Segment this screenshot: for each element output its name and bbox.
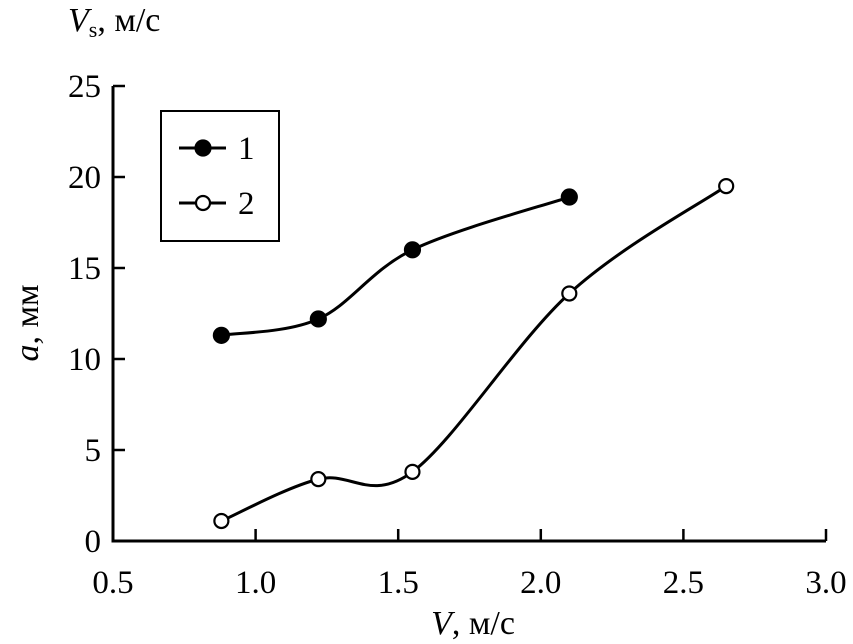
data-point [404,463,421,480]
x-axis-ticks: 0.5 1.0 1.5 2.0 2.5 3.0 [92,529,847,601]
y-tick-label: 5 [85,433,102,469]
x-tick-label: 2.0 [520,565,561,601]
series-1-line [221,195,570,337]
data-point [309,310,327,328]
top-axis-label-unit: , м/с [97,2,160,39]
data-point [310,471,327,488]
axes [111,86,826,543]
legend: 12 [160,110,280,242]
x-axis-label: V, м/с [431,605,515,642]
legend-label: 2 [238,186,255,222]
y-tick-label: 25 [68,69,101,105]
series-layer [212,178,735,530]
x-tick-label: 3.0 [805,565,846,601]
legend-box [160,110,280,242]
top-axis-label: Vs, м/с [68,2,160,42]
legend-marker [194,194,212,212]
y-axis-label: a, мм [9,284,46,361]
y-axis-label-var: a [9,345,46,362]
x-tick-label: 0.5 [92,565,133,601]
legend-label: 1 [238,131,255,167]
data-point [403,241,422,259]
y-tick-label: 10 [68,342,101,378]
x-tick-label: 2.5 [663,565,704,601]
legend-marker [194,139,212,157]
y-tick-label: 20 [68,160,101,196]
y-tick-label: 0 [85,524,102,560]
data-point [718,178,735,195]
y-axis-ticks: 0 5 10 15 20 25 [68,69,125,560]
top-axis-label-sub: s [89,17,98,42]
x-tick-label: 1.0 [235,565,276,601]
data-point [560,188,578,206]
data-point [212,326,230,344]
series-2 [213,178,735,530]
y-axis-label-unit: , мм [9,284,46,344]
x-axis-label-unit: , м/с [452,605,515,642]
series-1 [212,188,578,344]
data-point [213,512,230,530]
series-2-line [220,184,728,523]
x-tick-label: 1.5 [378,565,419,601]
data-point [561,285,578,302]
y-tick-label: 15 [68,251,101,287]
